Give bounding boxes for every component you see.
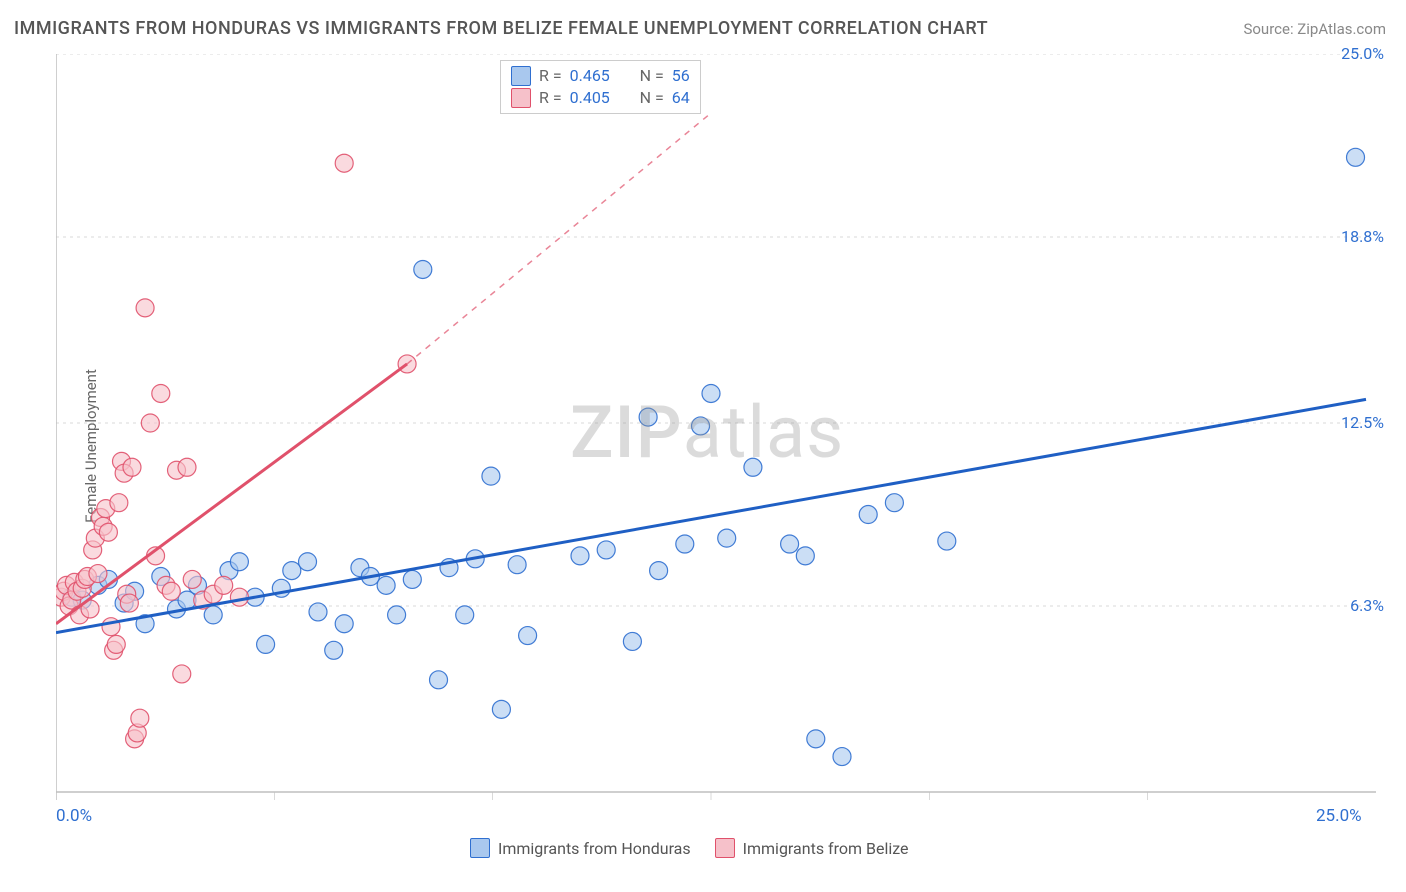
r-value: 0.405 bbox=[570, 87, 622, 109]
legend-swatch bbox=[511, 88, 531, 108]
watermark-atlas: atlas bbox=[683, 390, 845, 475]
correlation-legend: R = 0.465 N = 56 R = 0.405 N = 64 bbox=[500, 60, 701, 114]
n-label: N = bbox=[640, 65, 664, 87]
n-label: N = bbox=[640, 87, 664, 109]
source-credit: Source: ZipAtlas.com bbox=[1243, 20, 1386, 38]
watermark: ZIPatlas bbox=[570, 390, 844, 475]
legend-item: Immigrants from Honduras bbox=[470, 838, 691, 858]
legend-row: R = 0.405 N = 64 bbox=[511, 87, 690, 109]
legend-item: Immigrants from Belize bbox=[715, 838, 909, 858]
chart-title: IMMIGRANTS FROM HONDURAS VS IMMIGRANTS F… bbox=[14, 18, 988, 39]
legend-label: Immigrants from Honduras bbox=[498, 839, 691, 858]
legend-swatch bbox=[470, 838, 490, 858]
r-label: R = bbox=[539, 87, 562, 109]
n-value: 64 bbox=[672, 87, 690, 109]
y-tick-label: 25.0% bbox=[1341, 44, 1384, 63]
r-label: R = bbox=[539, 65, 562, 87]
watermark-zip: ZIP bbox=[570, 390, 683, 475]
y-tick-label: 18.8% bbox=[1341, 227, 1384, 246]
n-value: 56 bbox=[672, 65, 690, 87]
r-value: 0.465 bbox=[570, 65, 622, 87]
x-tick-label: 25.0% bbox=[1316, 806, 1362, 826]
legend-row: R = 0.465 N = 56 bbox=[511, 65, 690, 87]
y-tick-label: 6.3% bbox=[1350, 596, 1384, 615]
legend-swatch bbox=[715, 838, 735, 858]
legend-label: Immigrants from Belize bbox=[743, 839, 909, 858]
series-legend: Immigrants from Honduras Immigrants from … bbox=[470, 838, 909, 858]
x-tick-label: 0.0% bbox=[56, 806, 92, 826]
y-tick-label: 12.5% bbox=[1341, 413, 1384, 432]
legend-swatch bbox=[511, 66, 531, 86]
chart-container: { "title": "IMMIGRANTS FROM HONDURAS VS … bbox=[0, 0, 1406, 892]
